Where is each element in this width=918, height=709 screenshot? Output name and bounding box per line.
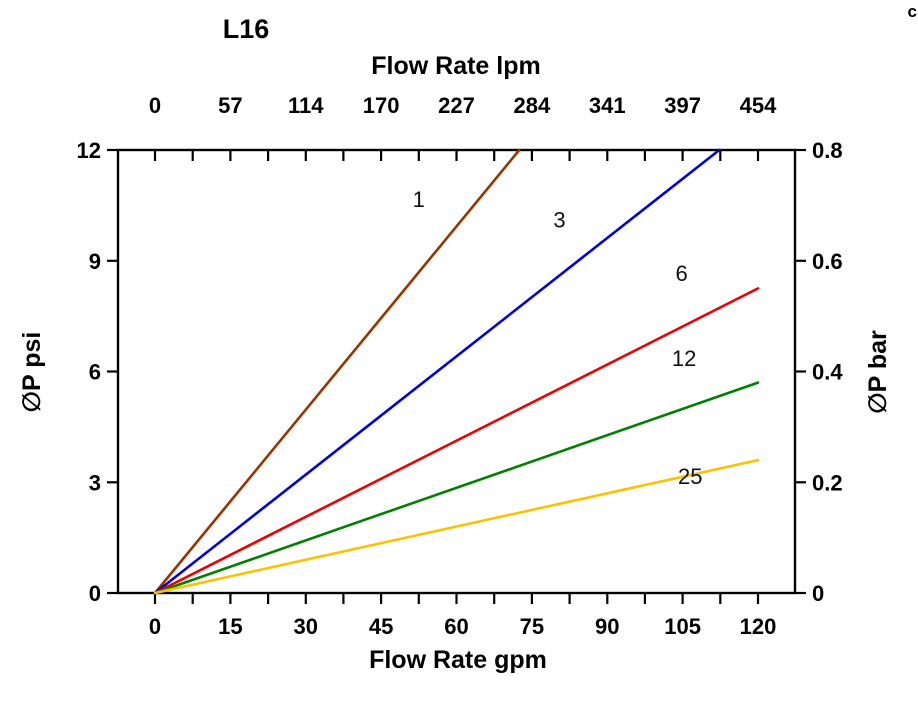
svg-text:0.4: 0.4 <box>812 360 843 385</box>
svg-text:15: 15 <box>218 614 242 639</box>
svg-text:6: 6 <box>89 360 101 385</box>
svg-text:454: 454 <box>740 93 777 118</box>
svg-text:6: 6 <box>675 261 687 286</box>
svg-text:45: 45 <box>369 614 393 639</box>
svg-text:0.8: 0.8 <box>812 138 843 163</box>
svg-text:0.2: 0.2 <box>812 470 843 495</box>
svg-text:3: 3 <box>553 208 565 233</box>
svg-text:60: 60 <box>444 614 468 639</box>
svg-text:284: 284 <box>514 93 551 118</box>
svg-text:0: 0 <box>812 581 824 606</box>
bottom-axis-title: Flow Rate gpm <box>369 646 547 674</box>
svg-text:170: 170 <box>363 93 400 118</box>
corner-text: c <box>907 2 917 21</box>
svg-text:105: 105 <box>664 614 701 639</box>
svg-text:0: 0 <box>89 581 101 606</box>
left-axis-title: ∅P psi <box>18 331 46 413</box>
svg-text:227: 227 <box>438 93 475 118</box>
svg-text:0: 0 <box>149 614 161 639</box>
svg-text:397: 397 <box>664 93 701 118</box>
svg-text:30: 30 <box>294 614 318 639</box>
svg-text:90: 90 <box>595 614 619 639</box>
top-axis-title: Flow Rate lpm <box>371 52 541 80</box>
svg-text:1: 1 <box>413 187 425 212</box>
svg-text:12: 12 <box>672 346 696 371</box>
svg-text:57: 57 <box>218 93 242 118</box>
chart-title: L16 <box>222 14 270 44</box>
right-axis-title: ∅P bar <box>864 330 892 414</box>
svg-text:9: 9 <box>89 249 101 274</box>
svg-text:0.6: 0.6 <box>812 249 843 274</box>
svg-text:12: 12 <box>77 138 101 163</box>
svg-text:3: 3 <box>89 470 101 495</box>
svg-text:0: 0 <box>149 93 161 118</box>
svg-text:120: 120 <box>740 614 777 639</box>
svg-text:341: 341 <box>589 93 626 118</box>
svg-text:75: 75 <box>520 614 544 639</box>
svg-text:25: 25 <box>678 464 702 489</box>
svg-text:114: 114 <box>288 93 324 118</box>
